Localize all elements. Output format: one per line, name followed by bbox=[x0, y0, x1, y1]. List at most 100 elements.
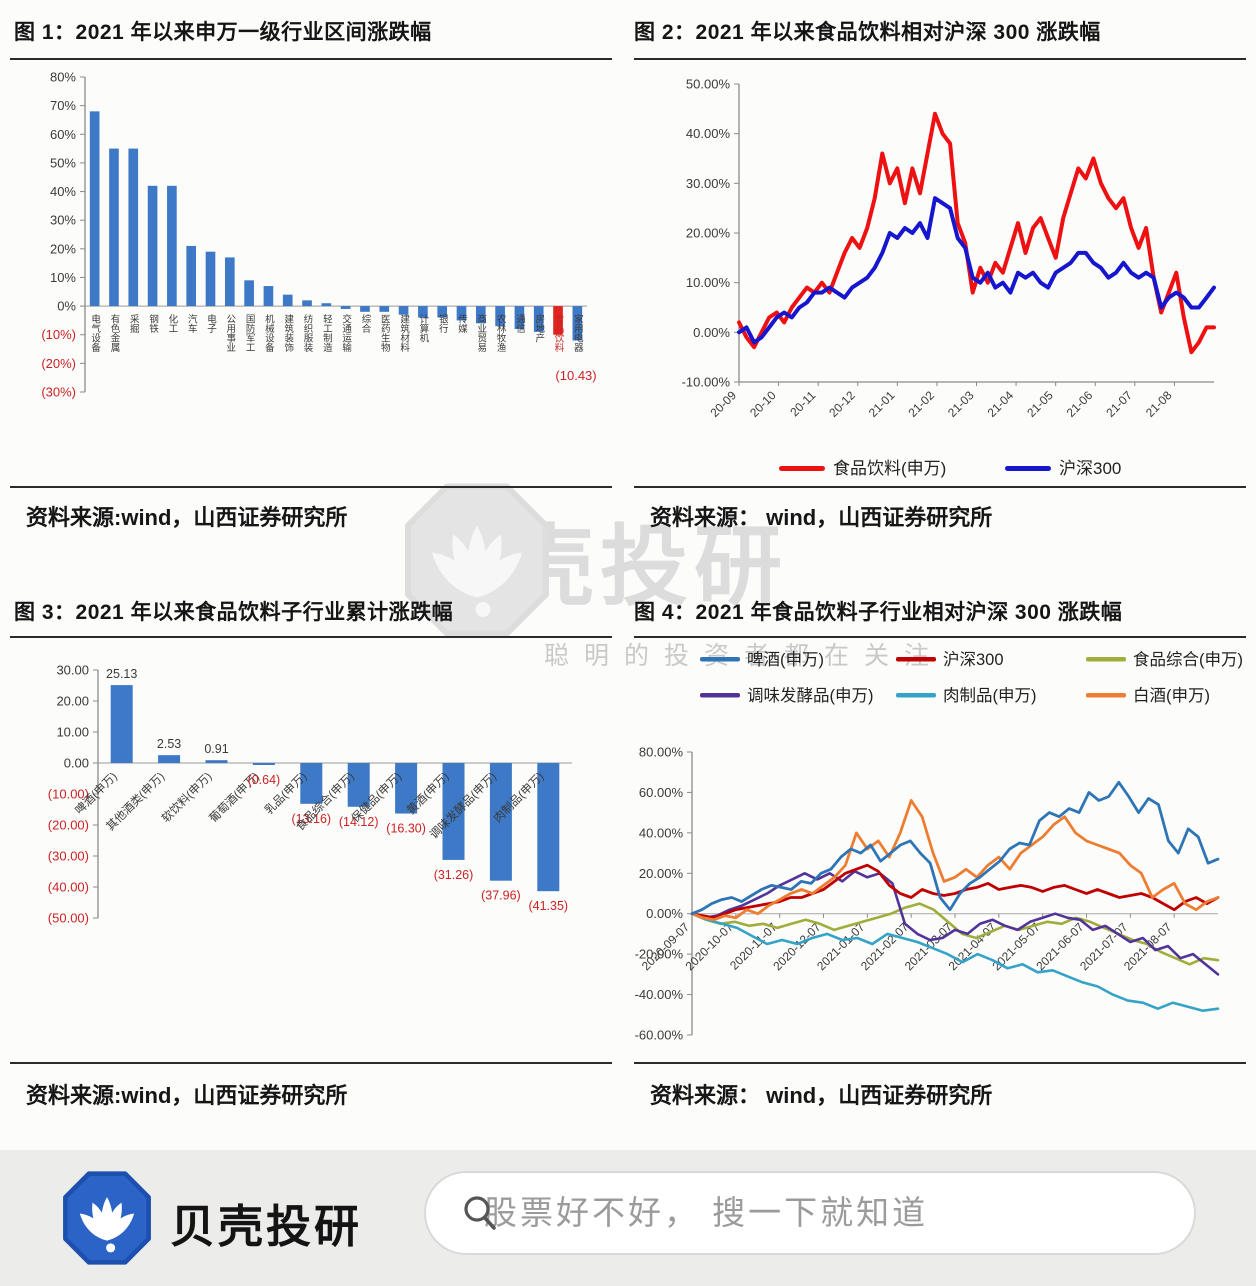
figure4-source: 资料来源： wind，山西证券研究所 bbox=[650, 1083, 993, 1108]
bar bbox=[186, 245, 197, 307]
x-tick-label: 21-01 bbox=[866, 388, 898, 420]
y-tick-label: 40.00% bbox=[686, 126, 731, 141]
bar bbox=[321, 303, 332, 307]
y-tick-label: 20.00% bbox=[686, 226, 731, 241]
x-tick-label: 21-05 bbox=[1024, 388, 1056, 420]
y-tick-label: (20%) bbox=[41, 356, 76, 371]
legend-swatch bbox=[1086, 693, 1126, 698]
y-tick-label: 30.00% bbox=[686, 176, 731, 191]
figure1-source: 资料来源:wind，山西证券研究所 bbox=[26, 505, 348, 530]
legend-label: 食品综合(申万) bbox=[1133, 650, 1243, 669]
y-tick-label: (30.00) bbox=[48, 849, 89, 864]
y-tick-label: -60.00% bbox=[635, 1028, 684, 1043]
bar bbox=[495, 306, 505, 327]
bar bbox=[395, 763, 418, 814]
category-label: 国防军工 bbox=[244, 314, 256, 352]
value-label: (31.26) bbox=[434, 868, 474, 882]
category-label: 医药生物 bbox=[379, 314, 391, 353]
y-tick-label: (20.00) bbox=[48, 818, 89, 833]
series-line-啤酒(申万) bbox=[690, 780, 1220, 916]
figure3-source-rule bbox=[10, 1062, 612, 1064]
legend-swatch bbox=[1086, 657, 1126, 662]
figure4-title-rule bbox=[634, 636, 1246, 638]
highlight-annotation: (10.43) bbox=[555, 368, 596, 383]
series-line-肉制品(申万) bbox=[690, 912, 1220, 1013]
x-tick-label: 20-09 bbox=[708, 388, 740, 420]
x-tick-label: 20-10 bbox=[747, 388, 779, 420]
bar bbox=[398, 306, 409, 315]
y-tick-label: 0.00% bbox=[693, 325, 730, 340]
bar bbox=[537, 763, 560, 892]
search-icon bbox=[464, 1196, 496, 1230]
series-line-沪深300 bbox=[690, 863, 1220, 920]
category-label: 传媒 bbox=[456, 313, 468, 334]
series-line-白酒(申万) bbox=[690, 799, 1220, 922]
category-label: 钢铁 bbox=[147, 313, 159, 334]
category-label: 建筑材料 bbox=[398, 313, 410, 353]
y-tick-label: 60.00% bbox=[639, 785, 684, 800]
figure2-title: 图 2：2021 年以来食品饮料相对沪深 300 涨跌幅 bbox=[634, 21, 1101, 44]
category-label: 综合 bbox=[359, 313, 371, 334]
y-tick-label: 50.00% bbox=[686, 77, 731, 92]
legend-label: 食品饮料(申万) bbox=[833, 459, 946, 478]
y-tick-label: 10.00% bbox=[686, 275, 731, 290]
bar bbox=[109, 148, 119, 307]
bar bbox=[340, 306, 351, 309]
y-tick-label: -20.00% bbox=[635, 947, 684, 962]
y-tick-label: 30% bbox=[50, 213, 76, 228]
y-tick-label: 10% bbox=[50, 270, 76, 285]
category-label: 轻工制造 bbox=[321, 313, 333, 353]
bar bbox=[224, 257, 235, 307]
category-label: 纺织服装 bbox=[302, 313, 314, 353]
y-tick-label: (40.00) bbox=[48, 880, 89, 895]
y-tick-label: 80.00% bbox=[639, 745, 684, 760]
y-tick-label: (10%) bbox=[41, 327, 76, 342]
figure4-source-rule bbox=[634, 1062, 1246, 1064]
figure1-source-rule bbox=[10, 486, 612, 488]
beike-logo-icon[interactable] bbox=[60, 1170, 154, 1266]
legend-swatch bbox=[1005, 466, 1051, 471]
bar bbox=[147, 185, 158, 307]
figure3-title: 图 3：2021 年以来食品饮料子行业累计涨跌幅 bbox=[14, 601, 454, 624]
y-tick-label: 0.00% bbox=[646, 906, 683, 921]
watermark: 贝壳投研 聪明的投资者都在关注 bbox=[402, 483, 962, 681]
legend-label: 肉制品(申万) bbox=[943, 686, 1037, 705]
y-tick-label: (30%) bbox=[41, 385, 76, 400]
bar bbox=[252, 763, 275, 765]
legend-swatch bbox=[700, 657, 740, 662]
x-tick-label: 21-04 bbox=[985, 388, 1017, 420]
x-tick-label: 21-03 bbox=[945, 388, 977, 420]
legend-swatch bbox=[896, 657, 936, 662]
y-tick-label: 80% bbox=[50, 70, 76, 85]
value-label: 0.91 bbox=[204, 742, 228, 756]
bar bbox=[572, 306, 583, 341]
figure3-chart: 30.00 20.00 10.00 0.00 (10.00) (20.00) (30.00)… bbox=[48, 663, 572, 926]
value-label: (13.16) bbox=[291, 812, 331, 826]
y-tick-label: 50% bbox=[50, 155, 76, 170]
legend-label: 调味发酵品(申万) bbox=[747, 686, 874, 705]
category-label: 电子 bbox=[205, 313, 217, 333]
bar bbox=[89, 111, 100, 307]
y-tick-label: 10.00 bbox=[56, 725, 89, 740]
y-tick-label: -40.00% bbox=[635, 987, 684, 1002]
category-label: 银行 bbox=[437, 313, 449, 334]
legend-swatch bbox=[779, 466, 825, 471]
category-label: 通信 bbox=[514, 314, 526, 334]
category-label: 交通运输 bbox=[340, 313, 352, 353]
category-label: 建筑装饰 bbox=[282, 313, 294, 353]
y-tick-label: 30.00 bbox=[56, 663, 89, 678]
search-input[interactable] bbox=[482, 1193, 1126, 1233]
figure2-source: 资料来源： wind，山西证券研究所 bbox=[650, 505, 993, 530]
category-label: 采掘 bbox=[128, 314, 140, 334]
legend-label: 沪深300 bbox=[1059, 459, 1121, 478]
category-label: 商业贸易 bbox=[475, 313, 487, 353]
bar bbox=[347, 763, 370, 807]
y-tick-label: 70% bbox=[50, 98, 76, 113]
bar bbox=[158, 755, 181, 763]
figure1-title: 图 1：2021 年以来申万一级行业区间涨跌幅 bbox=[14, 21, 432, 44]
y-tick-label: 40.00% bbox=[639, 825, 684, 840]
bar bbox=[418, 306, 428, 318]
search-bar[interactable] bbox=[424, 1171, 1196, 1255]
bar bbox=[128, 148, 139, 307]
